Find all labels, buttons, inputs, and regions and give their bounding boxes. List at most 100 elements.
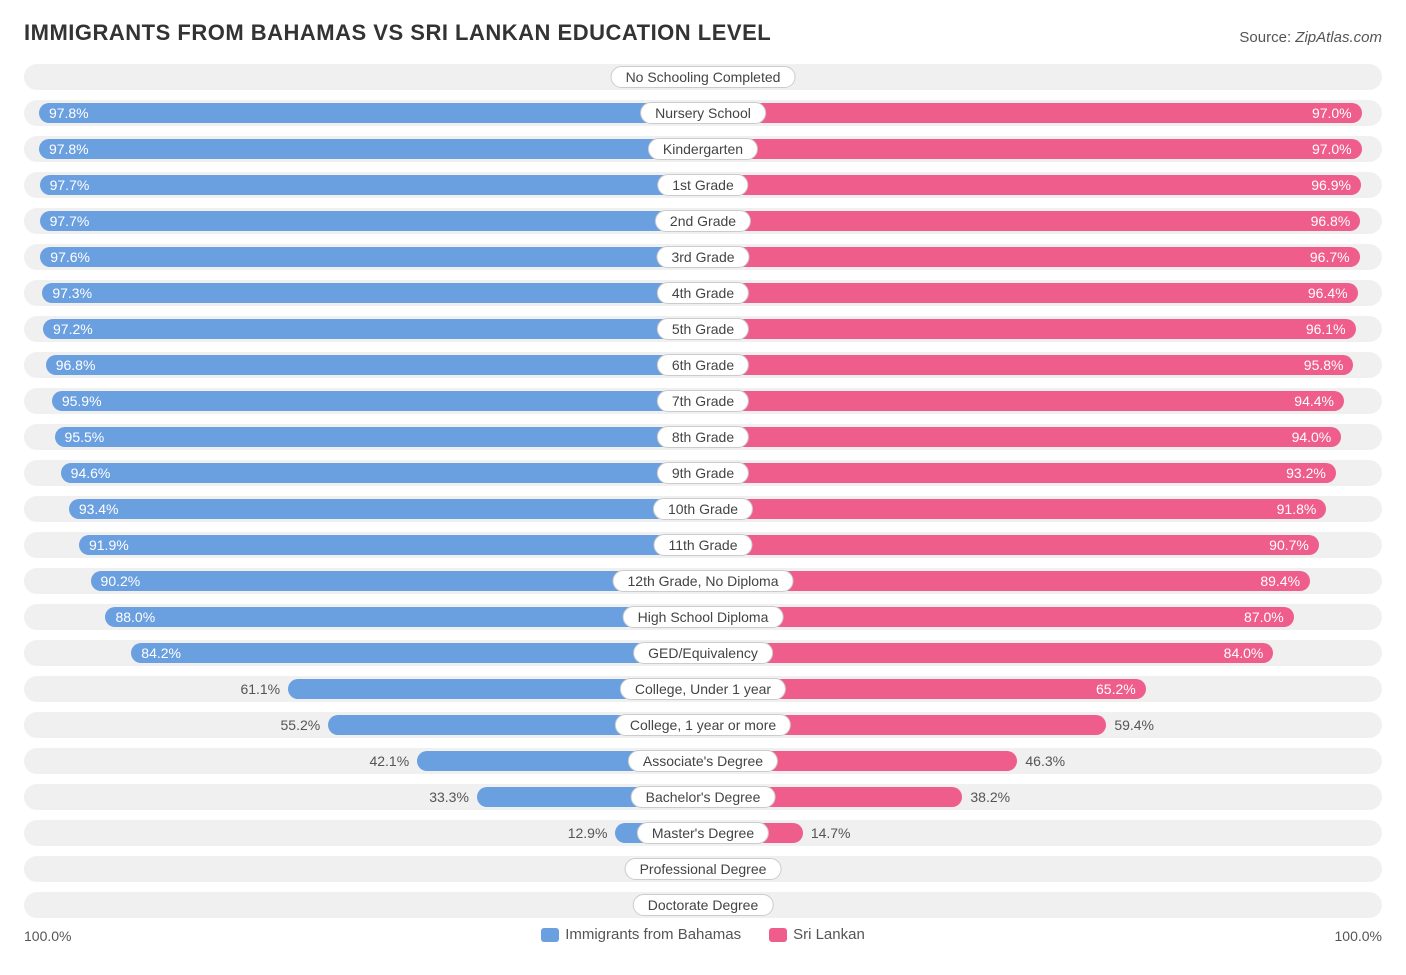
- value-label-left: 97.8%: [39, 100, 99, 126]
- chart-row: 90.2%89.4%12th Grade, No Diploma: [24, 568, 1382, 594]
- bar-right: [703, 463, 1336, 483]
- category-label: 7th Grade: [657, 390, 749, 412]
- chart-header: IMMIGRANTS FROM BAHAMAS VS SRI LANKAN ED…: [24, 20, 1382, 46]
- bar-left: [61, 463, 703, 483]
- value-label-left: 96.8%: [46, 352, 106, 378]
- source-value: ZipAtlas.com: [1295, 29, 1382, 46]
- bar-right: [703, 175, 1361, 195]
- value-label-right: 97.0%: [1302, 136, 1362, 162]
- chart-row: 55.2%59.4%College, 1 year or more: [24, 712, 1382, 738]
- bar-left: [40, 211, 703, 231]
- chart-row: 97.8%97.0%Nursery School: [24, 100, 1382, 126]
- category-label: Professional Degree: [625, 858, 782, 880]
- chart-row: 88.0%87.0%High School Diploma: [24, 604, 1382, 630]
- chart-row: 61.1% 65.2% College, Under 1 year: [24, 676, 1382, 702]
- value-label-right: 91.8%: [1267, 496, 1327, 522]
- value-label-right: 94.0%: [1282, 424, 1342, 450]
- chart-row: 95.5% 94.0% 8th Grade: [24, 424, 1382, 450]
- legend-label-right: Sri Lankan: [793, 926, 865, 943]
- chart-row: 94.6%93.2%9th Grade: [24, 460, 1382, 486]
- category-label: 3rd Grade: [656, 246, 749, 268]
- chart-title: IMMIGRANTS FROM BAHAMAS VS SRI LANKAN ED…: [24, 20, 771, 46]
- chart-row: 97.6%96.7%3rd Grade: [24, 244, 1382, 270]
- chart-row: 97.8%97.0%Kindergarten: [24, 136, 1382, 162]
- value-label-left: 93.4%: [69, 496, 129, 522]
- bar-right: [703, 211, 1360, 231]
- legend-item-left: Immigrants from Bahamas: [541, 926, 741, 943]
- value-label-left: 97.7%: [40, 208, 100, 234]
- bar-left: [43, 319, 703, 339]
- value-label-left: 97.3%: [42, 280, 102, 306]
- value-label-right: 59.4%: [1106, 712, 1162, 738]
- bar-left: [52, 391, 703, 411]
- value-label-right: 96.8%: [1301, 208, 1361, 234]
- value-label-left: 42.1%: [361, 748, 417, 774]
- bar-left: [69, 499, 703, 519]
- bar-right: [703, 247, 1360, 267]
- category-label: 2nd Grade: [655, 210, 751, 232]
- chart-row: 33.3%38.2%Bachelor's Degree: [24, 784, 1382, 810]
- category-label: 11th Grade: [653, 534, 752, 556]
- value-label-left: 88.0%: [105, 604, 165, 630]
- chart-source: Source: ZipAtlas.com: [1239, 29, 1382, 46]
- value-label-right: 89.4%: [1250, 568, 1310, 594]
- bar-right: [703, 499, 1326, 519]
- bar-right: [703, 319, 1356, 339]
- bar-left: [42, 283, 703, 303]
- chart-row: 84.2%84.0%GED/Equivalency: [24, 640, 1382, 666]
- value-label-left: 97.7%: [40, 172, 100, 198]
- chart-row: 97.2% 96.1% 5th Grade: [24, 316, 1382, 342]
- bar-right: [703, 391, 1344, 411]
- chart-row: 97.7%96.9%1st Grade: [24, 172, 1382, 198]
- chart-row: 2.2%3.0%No Schooling Completed: [24, 64, 1382, 90]
- value-label-right: 38.2%: [962, 784, 1018, 810]
- category-label: High School Diploma: [623, 606, 784, 628]
- category-label: College, Under 1 year: [620, 678, 786, 700]
- category-label: Kindergarten: [648, 138, 758, 160]
- value-label-left: 61.1%: [232, 676, 288, 702]
- bar-left: [55, 427, 703, 447]
- chart-row: 1.5%1.9%Doctorate Degree: [24, 892, 1382, 918]
- value-label-right: 96.7%: [1300, 244, 1360, 270]
- value-label-left: 12.9%: [560, 820, 616, 846]
- category-label: 12th Grade, No Diploma: [613, 570, 794, 592]
- value-label-right: 46.3%: [1017, 748, 1073, 774]
- value-label-right: 14.7%: [803, 820, 859, 846]
- bar-right: [703, 103, 1362, 123]
- bar-left: [131, 643, 703, 663]
- bar-right: [703, 427, 1341, 447]
- category-label: GED/Equivalency: [633, 642, 773, 664]
- bar-right: [703, 283, 1358, 303]
- chart-row: 97.3%96.4%4th Grade: [24, 280, 1382, 306]
- chart-row: 97.7% 96.8% 2nd Grade: [24, 208, 1382, 234]
- axis-left-max: 100.0%: [24, 928, 71, 944]
- category-label: 5th Grade: [657, 318, 749, 340]
- value-label-left: 55.2%: [273, 712, 329, 738]
- value-label-left: 84.2%: [131, 640, 191, 666]
- bar-right: [703, 139, 1362, 159]
- bar-left: [40, 175, 703, 195]
- chart-row: 12.9%14.7%Master's Degree: [24, 820, 1382, 846]
- bar-right: [703, 355, 1353, 375]
- value-label-left: 95.5%: [55, 424, 115, 450]
- value-label-right: 95.8%: [1294, 352, 1354, 378]
- value-label-left: 91.9%: [79, 532, 139, 558]
- source-label: Source:: [1239, 29, 1295, 46]
- category-label: No Schooling Completed: [611, 66, 796, 88]
- value-label-left: 97.2%: [43, 316, 103, 342]
- value-label-right: 90.7%: [1259, 532, 1319, 558]
- legend-item-right: Sri Lankan: [769, 926, 865, 943]
- bar-left: [79, 535, 703, 555]
- value-label-right: 96.1%: [1296, 316, 1356, 342]
- category-label: Bachelor's Degree: [631, 786, 776, 808]
- value-label-right: 65.2%: [1086, 676, 1146, 702]
- legend-swatch-left: [541, 928, 559, 942]
- diverging-bar-chart: 2.2%3.0%No Schooling Completed97.8%97.0%…: [24, 64, 1382, 918]
- legend-label-left: Immigrants from Bahamas: [565, 926, 741, 943]
- category-label: 4th Grade: [657, 282, 749, 304]
- bar-left: [91, 571, 703, 591]
- chart-row: 93.4%91.8%10th Grade: [24, 496, 1382, 522]
- category-label: Doctorate Degree: [633, 894, 774, 916]
- chart-row: 96.8%95.8%6th Grade: [24, 352, 1382, 378]
- category-label: 8th Grade: [657, 426, 749, 448]
